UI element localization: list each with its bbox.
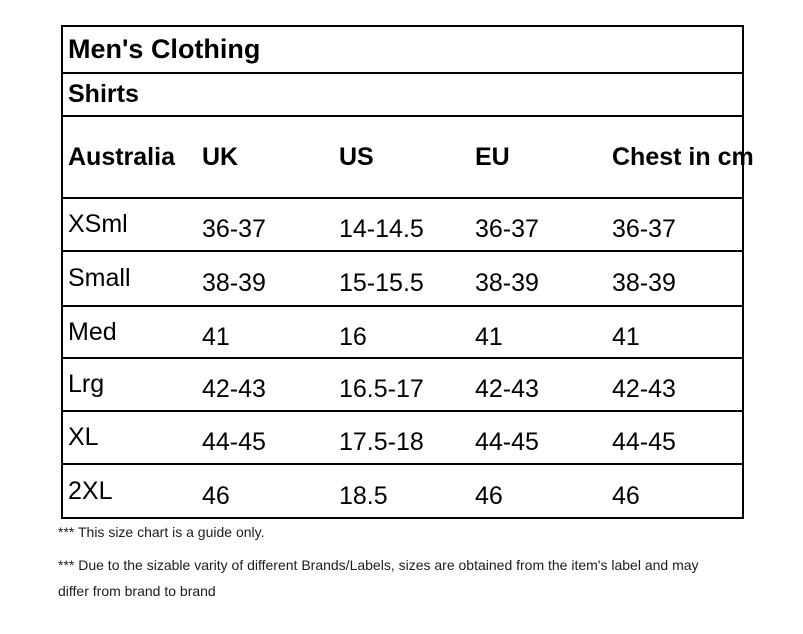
chest-value: 38-39 xyxy=(612,269,676,297)
eu-value: 41 xyxy=(475,322,503,351)
eu-value: 44-45 xyxy=(475,428,539,456)
chest-value: 36-37 xyxy=(612,215,676,243)
size-row-small: Small 38-39 15-15.5 38-39 38-39 xyxy=(62,251,744,306)
table-title-row: Men's Clothing xyxy=(62,26,744,73)
column-header-row: Australia UK US EU Chest in cm xyxy=(62,116,754,198)
eu-value: 42-43 xyxy=(475,375,539,403)
column-header-australia: Australia xyxy=(68,142,175,171)
us-value: 18.5 xyxy=(339,481,388,510)
us-value: 16.5-17 xyxy=(339,375,424,403)
size-chart-table: Men's Clothing Shirts Australia UK US EU… xyxy=(61,25,754,519)
table-subtitle: Shirts xyxy=(68,80,139,108)
size-label: 2XL xyxy=(68,476,113,505)
uk-value: 41 xyxy=(202,322,230,351)
table-subtitle-row: Shirts xyxy=(62,73,744,116)
us-value: 15-15.5 xyxy=(339,269,424,297)
size-label: Med xyxy=(68,317,117,346)
column-header-us: US xyxy=(339,142,374,171)
us-value: 14-14.5 xyxy=(339,215,424,243)
us-value: 16 xyxy=(339,322,367,351)
uk-value: 44-45 xyxy=(202,428,266,456)
size-row-xsml: XSml 36-37 14-14.5 36-37 36-37 xyxy=(62,198,744,251)
size-label: Small xyxy=(68,264,131,292)
size-label: XL xyxy=(68,423,99,451)
eu-value: 38-39 xyxy=(475,269,539,297)
column-header-chest-cm: Chest in cm xyxy=(612,142,754,171)
size-row-lrg: Lrg 42-43 16.5-17 42-43 42-43 xyxy=(62,358,744,411)
chest-value: 41 xyxy=(612,322,640,351)
uk-value: 36-37 xyxy=(202,215,266,243)
size-row-med: Med 41 16 41 41 xyxy=(62,306,744,358)
column-header-eu: EU xyxy=(475,142,510,171)
chest-value: 44-45 xyxy=(612,428,676,456)
us-value: 17.5-18 xyxy=(339,428,424,456)
chest-value: 42-43 xyxy=(612,375,676,403)
footnote-guide-only: *** This size chart is a guide only. xyxy=(58,524,265,540)
size-row-xl: XL 44-45 17.5-18 44-45 44-45 xyxy=(62,411,744,464)
footnote-brand-disclaimer: *** Due to the sizable varity of differe… xyxy=(58,557,699,599)
size-label: Lrg xyxy=(68,370,105,398)
uk-value: 42-43 xyxy=(202,375,266,403)
uk-value: 46 xyxy=(202,481,230,510)
chest-value: 46 xyxy=(612,481,640,510)
eu-value: 46 xyxy=(475,481,503,510)
footnotes: *** This size chart is a guide only. ***… xyxy=(58,519,778,604)
size-row-2xl: 2XL 46 18.5 46 46 xyxy=(62,464,743,518)
eu-value: 36-37 xyxy=(475,215,539,243)
column-header-uk: UK xyxy=(202,142,239,171)
size-label: XSml xyxy=(68,210,128,238)
uk-value: 38-39 xyxy=(202,269,266,297)
table-title: Men's Clothing xyxy=(68,34,261,64)
